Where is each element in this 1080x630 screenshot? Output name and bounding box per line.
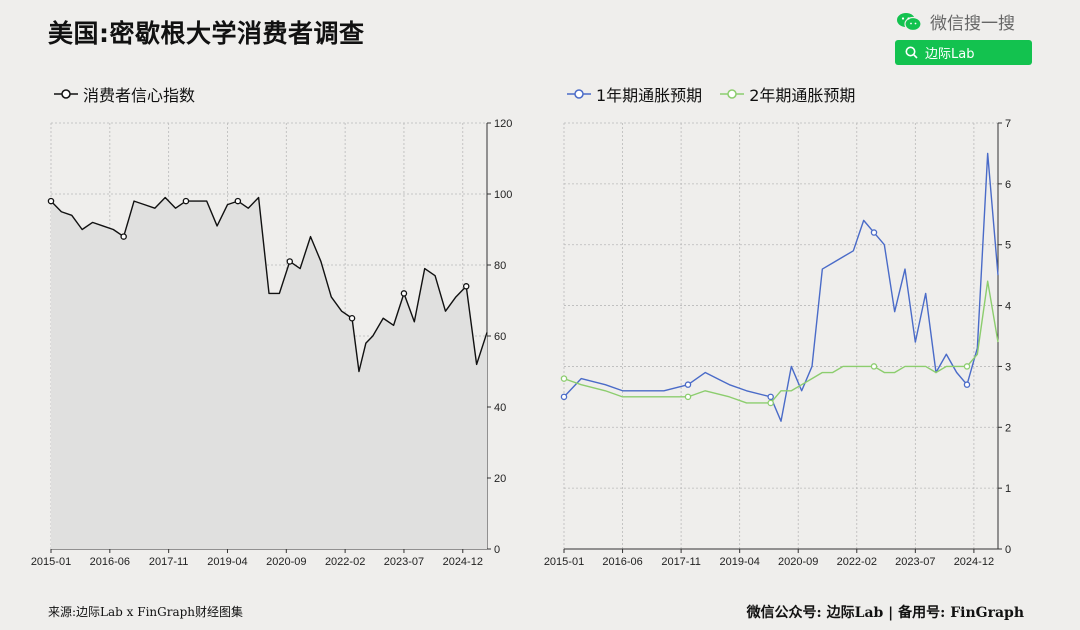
x-tick-label: 2015-01 — [31, 556, 71, 568]
y-tick-label: 20 — [494, 473, 506, 485]
series-marker — [462, 283, 470, 290]
x-tick-label: 2024-12 — [954, 556, 994, 568]
y-tick-label: 100 — [494, 189, 512, 201]
series-marker — [47, 197, 55, 205]
series-marker — [400, 290, 408, 297]
series-marker — [120, 233, 127, 240]
search-button[interactable]: 边际Lab — [895, 40, 1032, 65]
x-tick-label: 2022-02 — [837, 556, 877, 568]
legend-label-sentiment: 消费者信心指数 — [83, 86, 196, 105]
x-tick-label: 2020-09 — [778, 556, 818, 568]
y-tick-label: 4 — [1005, 301, 1011, 313]
source-note: 来源:边际Lab x FinGraph财经图集 — [48, 605, 244, 619]
x-tick-label: 2016-06 — [602, 556, 642, 568]
legend-label-2y: 2年期通胀预期 — [749, 86, 856, 105]
series-marker — [234, 197, 242, 205]
series-line — [50, 196, 488, 373]
legend-marker-2y — [720, 89, 745, 99]
search-icon — [905, 46, 918, 59]
legend-item-1y: 1年期通胀预期 — [567, 82, 702, 106]
x-tick-label: 2015-01 — [544, 556, 584, 568]
right-legend: 1年期通胀预期 2年期通胀预期 — [567, 82, 855, 106]
series-marker — [182, 197, 190, 205]
y-tick-label: 1 — [1005, 483, 1011, 495]
series-marker — [767, 399, 774, 407]
series-marker — [870, 229, 878, 236]
x-tick-label: 2023-07 — [384, 556, 424, 568]
x-tick-label: 2017-11 — [149, 556, 189, 568]
x-tick-label: 2022-02 — [325, 556, 365, 568]
legend-item-2y: 2年期通胀预期 — [720, 82, 855, 106]
y-tick-label: 0 — [494, 544, 500, 556]
legend-marker-1y — [567, 89, 591, 99]
series-marker — [286, 258, 294, 265]
series-area-fill — [51, 197, 487, 550]
y-tick-label: 60 — [494, 331, 506, 343]
series-marker — [963, 381, 971, 388]
y-tick-label: 80 — [494, 260, 506, 272]
x-tick-label: 2017-11 — [661, 556, 701, 568]
series-marker — [684, 381, 692, 388]
page-title: 美国:密歇根大学消费者调查 — [48, 19, 365, 48]
x-tick-label: 2016-06 — [90, 556, 130, 568]
x-tick-label: 2023-07 — [895, 556, 935, 568]
x-tick-label: 2020-09 — [266, 556, 306, 568]
y-tick-label: 3 — [1005, 361, 1011, 373]
wechat-search-brand: 微信搜一搜 — [896, 9, 1015, 34]
legend-label-1y: 1年期通胀预期 — [596, 86, 703, 105]
y-tick-label: 6 — [1005, 179, 1011, 191]
series-line — [563, 280, 999, 404]
y-tick-label: 0 — [1005, 544, 1011, 556]
search-label: 边际Lab — [925, 47, 975, 62]
wechat-icon — [897, 12, 922, 31]
left-legend: 消费者信心指数 — [54, 82, 195, 106]
x-tick-label: 2019-04 — [207, 556, 247, 568]
series-marker — [560, 375, 568, 382]
legend-marker-sentiment — [54, 89, 78, 99]
legend-item-sentiment: 消费者信心指数 — [54, 82, 195, 106]
x-tick-label: 2024-12 — [443, 556, 483, 568]
y-tick-label: 5 — [1005, 240, 1011, 252]
series-line — [563, 152, 999, 422]
series-marker — [870, 363, 878, 370]
series-marker — [348, 314, 356, 322]
series-marker — [560, 393, 568, 401]
footer-account: 微信公众号: 边际Lab | 备用号: FinGraph — [746, 605, 1024, 621]
y-tick-label: 7 — [1005, 118, 1011, 130]
y-tick-label: 120 — [494, 118, 512, 130]
wechat-label: 微信搜一搜 — [930, 14, 1015, 34]
series-marker — [684, 393, 692, 401]
series-marker — [767, 393, 774, 401]
series-marker — [963, 363, 971, 370]
y-tick-label: 40 — [494, 402, 506, 414]
y-tick-label: 2 — [1005, 422, 1011, 434]
x-tick-label: 2019-04 — [719, 556, 759, 568]
